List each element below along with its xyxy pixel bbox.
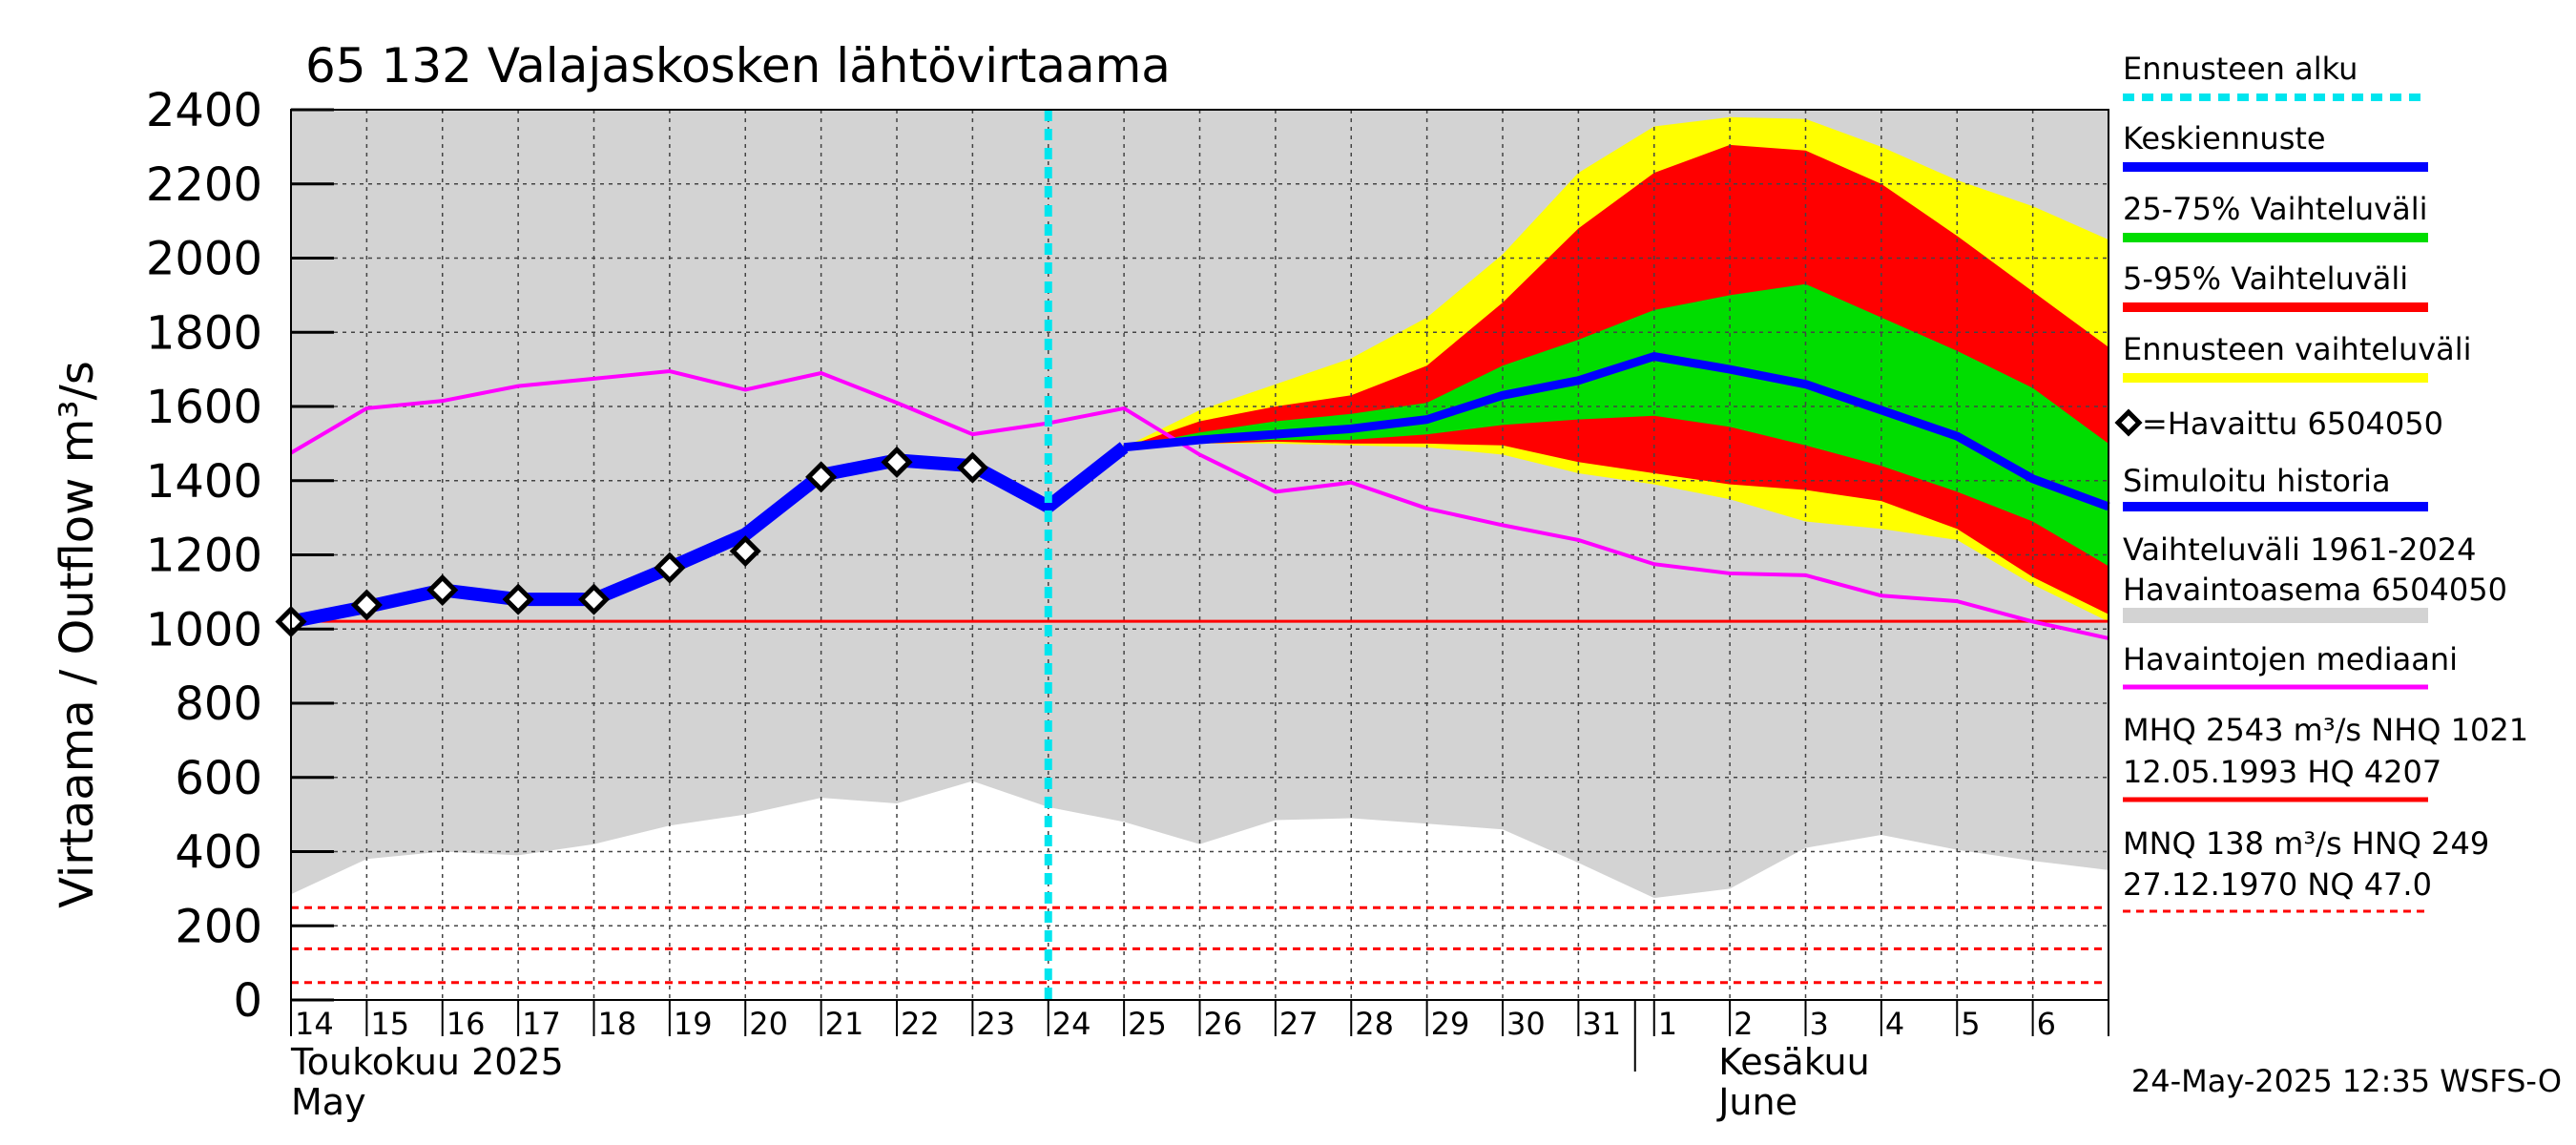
x-tick-label: 26 — [1204, 1006, 1243, 1042]
x-tick-label: 31 — [1582, 1006, 1621, 1042]
y-tick-label: 1200 — [146, 530, 262, 583]
series-havaintojen-mediaani — [289, 369, 2109, 640]
y-tick-label: 600 — [175, 752, 262, 805]
legend-label: Keskiennuste — [2123, 120, 2326, 156]
observed-point — [350, 589, 383, 621]
y-axis-label: Virtaama / Outflow m³/s — [51, 361, 104, 908]
y-tick-label: 2400 — [146, 84, 262, 137]
x-tick-label: 19 — [674, 1006, 713, 1042]
x-tick-label: 27 — [1279, 1006, 1319, 1042]
observed-point — [956, 451, 988, 484]
legend-label: MNQ 138 m³/s HNQ 249 — [2123, 825, 2489, 862]
legend: Ennusteen alku Keskiennuste 25-75% Vaihtel… — [2114, 51, 2528, 913]
observed-point — [502, 583, 534, 615]
legend-label: MHQ 2543 m³/s NHQ 1021 — [2123, 712, 2528, 748]
y-tick-label: 1600 — [146, 381, 262, 434]
legend-label: Havaintojen mediaani — [2123, 641, 2458, 677]
observed-point — [577, 583, 611, 615]
y-tick-label: 1400 — [146, 455, 262, 509]
timestamp: 24-May-2025 12:35 WSFS-O — [2131, 1063, 2562, 1099]
legend-label-2: Havaintoasema 6504050 — [2123, 572, 2507, 608]
x-tick-label: 23 — [976, 1006, 1015, 1042]
x-tick-label: 3 — [1810, 1006, 1829, 1042]
x-tick-label: 15 — [370, 1006, 409, 1042]
x-tick-label: 2 — [1734, 1006, 1753, 1042]
band-25-75-vaihteluv-li — [1124, 283, 2109, 567]
y-tick-label: 2200 — [146, 158, 262, 212]
x-tick-label: 14 — [295, 1006, 334, 1042]
legend-label: 5-95% Vaihteluväli — [2123, 260, 2408, 297]
y-tick-label: 1000 — [146, 603, 262, 656]
x-tick-label: 18 — [598, 1006, 637, 1042]
y-tick-label: 200 — [175, 900, 262, 953]
observed-point — [654, 552, 686, 584]
x-tick-label: 22 — [901, 1006, 940, 1042]
plot-area — [275, 110, 2110, 1000]
month-label-june-fi: Kesäkuu — [1718, 1041, 1870, 1083]
legend-label: =Havaittu 6504050 — [2142, 406, 2443, 442]
y-tick-label: 0 — [233, 974, 262, 1028]
legend-label: Ennusteen alku — [2123, 51, 2358, 87]
month-label-may-fi: Toukokuu 2025 — [290, 1041, 564, 1083]
x-tick-label: 16 — [447, 1006, 486, 1042]
observed-point — [805, 461, 838, 493]
y-tick-label: 400 — [175, 826, 262, 880]
legend-label-2: 27.12.1970 NQ 47.0 — [2123, 866, 2432, 903]
x-tick-label: 4 — [1885, 1006, 1904, 1042]
x-tick-label: 20 — [749, 1006, 788, 1042]
series-keskiennuste — [1123, 352, 2110, 511]
observed-point — [729, 535, 761, 568]
x-tick-label: 25 — [1128, 1006, 1167, 1042]
month-label-may-en: May — [291, 1081, 366, 1123]
x-tick-label: 29 — [1431, 1006, 1470, 1042]
legend-label: 25-75% Vaihteluväli — [2123, 191, 2427, 227]
x-tick-label: 17 — [522, 1006, 561, 1042]
legend-label: Ennusteen vaihteluväli — [2123, 331, 2472, 367]
y-tick-label: 1800 — [146, 306, 262, 360]
axes: 0200400600800100012001400160018002000220… — [146, 84, 2109, 1123]
observed-point — [881, 446, 913, 478]
legend-label: Simuloitu historia — [2123, 463, 2391, 499]
legend-observed-marker — [2114, 408, 2143, 437]
chart-title: 65 132 Valajaskosken lähtövirtaama — [305, 38, 1171, 94]
x-tick-label: 28 — [1355, 1006, 1394, 1042]
y-tick-label: 2000 — [146, 233, 262, 286]
x-tick-label: 6 — [2037, 1006, 2056, 1042]
x-tick-label: 21 — [825, 1006, 864, 1042]
observed-point — [426, 573, 459, 606]
legend-label-2: 12.05.1993 HQ 4207 — [2123, 754, 2441, 790]
x-tick-label: 1 — [1658, 1006, 1677, 1042]
x-tick-label: 24 — [1052, 1006, 1091, 1042]
month-label-june-en: June — [1716, 1081, 1797, 1123]
y-tick-label: 800 — [175, 677, 262, 731]
x-tick-label: 5 — [1961, 1006, 1980, 1042]
legend-label: Vaihteluväli 1961-2024 — [2123, 531, 2477, 568]
x-tick-label: 30 — [1506, 1006, 1546, 1042]
